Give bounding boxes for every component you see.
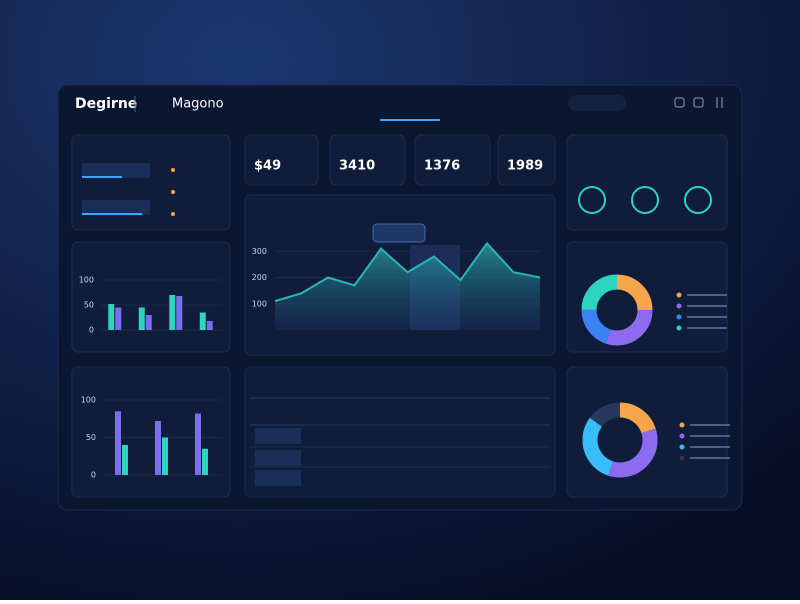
bar [206,321,213,330]
legend-dot [679,422,685,428]
gauge [684,186,712,214]
kpi-card [414,134,491,186]
icon[interactable] [693,97,704,108]
kpi-card [497,134,556,186]
kpi-card [329,134,406,186]
y-tick-label: 50 [84,301,94,310]
y-tick-label: 100 [252,299,267,308]
panel [71,241,231,353]
bar [202,448,208,475]
bar [122,445,128,475]
progress [82,176,122,178]
panel [71,134,231,231]
area [275,243,540,330]
bar [169,295,176,330]
y-tick-label: 300 [252,247,267,256]
legend-dot [676,292,682,298]
bar [155,421,161,475]
legend-bar [687,327,727,329]
kpi-value: 1376 [424,159,460,174]
legend-dot [679,444,685,450]
donut-segment [581,274,653,346]
bar [138,307,145,330]
donut-segment [582,402,658,478]
bar [108,304,115,330]
cell [255,470,301,486]
bar [195,413,201,475]
bar [145,315,152,330]
bar [176,296,183,330]
legend-bar [690,424,730,426]
gauge [578,186,606,214]
bar [199,312,206,330]
progress-list [82,163,175,216]
y-tick-label: 200 [252,273,267,282]
bar [162,437,168,475]
cell [255,428,301,444]
subtitle: Magono [172,97,224,112]
y-tick-label: 100 [81,396,96,405]
icon[interactable] [674,97,685,108]
panel [566,134,728,231]
donut-segment [581,274,653,346]
kpi-card [244,134,319,186]
cell [255,450,301,466]
brand: Degirne [75,96,137,112]
progress [82,213,142,215]
legend-dot [676,303,682,309]
legend-bar [687,316,727,318]
panel [244,366,556,498]
table [250,397,550,486]
bar [115,307,122,330]
y-tick-label: 0 [89,326,94,335]
y-tick-label: 100 [79,276,94,285]
kpi-value: $49 [254,159,281,174]
legend-dot [679,455,685,461]
kpi-value: 1989 [507,159,543,174]
row [82,163,150,178]
kpi-value: 3410 [339,159,375,174]
donut-segment [582,402,658,478]
search-field[interactable] [568,95,626,111]
area-line [274,241,541,303]
legend-bar [690,446,730,448]
bar [115,411,121,475]
tooltip [372,223,426,243]
legend-dot [676,314,682,320]
legend-dot [679,433,685,439]
dot [171,212,175,216]
y-tick-label: 50 [86,433,96,442]
donut-segment [582,402,658,478]
legend-bar [687,305,727,307]
legend-bar [687,294,727,296]
toolbar-icons [674,97,723,108]
dot [171,190,175,194]
legend-bar [690,435,730,437]
y-tick-label: 0 [91,471,96,480]
row [82,200,150,215]
dot [171,168,175,172]
gauges [578,186,712,214]
legend-bar [690,457,730,459]
gauge [631,186,659,214]
legend-dot [676,325,682,331]
donut-segment [581,274,653,346]
